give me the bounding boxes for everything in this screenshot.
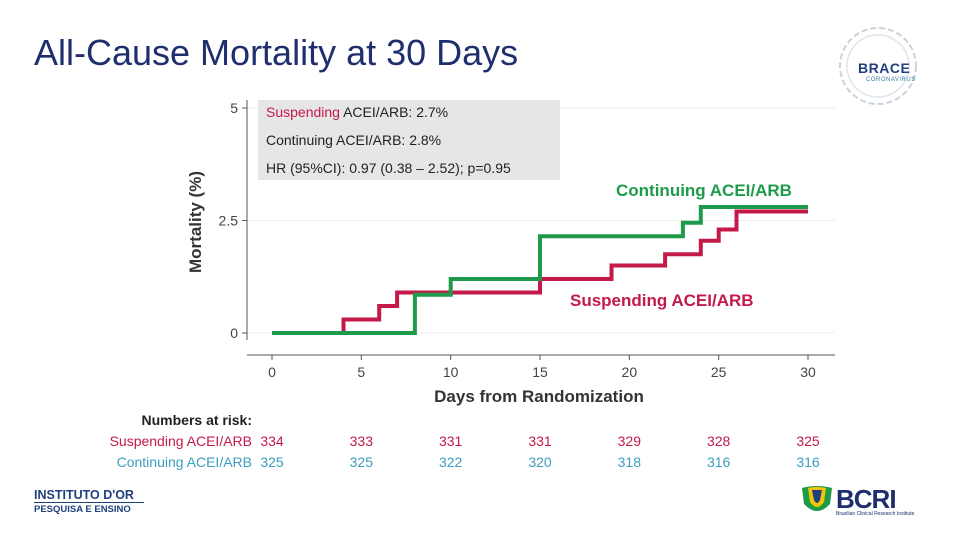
brace-subtitle: CORONAVIRUS	[866, 77, 916, 83]
risk-cell: 322	[439, 454, 463, 470]
x-tick-label: 20	[622, 364, 638, 380]
risk-cell: 316	[796, 454, 820, 470]
bcri-logo: BCRI Brazilian Clinical Research Institu…	[800, 484, 930, 520]
annotation-hr: HR (95%CI): 0.97 (0.38 – 2.52); p=0.95	[266, 160, 511, 176]
annotation-hr-value: 0.97 (0.38 – 2.52); p=0.95	[345, 160, 511, 176]
y-tick-label: 0	[230, 325, 238, 341]
annotation-hr-key: HR (95%CI):	[266, 160, 346, 176]
x-axis-label: Days from Randomization	[434, 387, 644, 406]
annotation-continuing-key: Continuing	[266, 132, 333, 148]
risk-cell: 331	[528, 433, 552, 449]
risk-cell: 325	[260, 454, 284, 470]
series-line-suspending	[272, 209, 808, 335]
series-line-continuing	[272, 205, 808, 335]
annotation-suspending-key: Suspending	[266, 104, 340, 120]
x-tick-label: 30	[800, 364, 816, 380]
risk-cell: 333	[350, 433, 374, 449]
x-tick-label: 0	[268, 364, 276, 380]
y-tick-label: 5	[230, 100, 238, 116]
annotation-suspending-rest: ACEI/ARB:	[339, 104, 417, 120]
curve-label-continuing: Continuing ACEI/ARB	[616, 181, 792, 200]
bcri-shield-icon	[802, 486, 832, 511]
risk-cell: 328	[707, 433, 731, 449]
instituto-dor-logo: INSTITUTO D'OR PESQUISA E ENSINO	[34, 488, 144, 515]
instituto-dor-name: INSTITUTO D'OR	[34, 488, 144, 503]
instituto-dor-tagline: PESQUISA E ENSINO	[34, 504, 131, 515]
annotation-continuing: Continuing ACEI/ARB: 2.8%	[266, 132, 441, 148]
risk-cell: 320	[528, 454, 552, 470]
risk-cell: 334	[260, 433, 284, 449]
risk-cell: 329	[618, 433, 642, 449]
annotation-continuing-value: 2.8%	[409, 132, 442, 148]
curve-label-suspending: Suspending ACEI/ARB	[570, 291, 754, 310]
risk-cell: 331	[439, 433, 463, 449]
brace-wordmark: BRACE	[858, 60, 911, 76]
x-tick-label: 25	[711, 364, 727, 380]
x-tick-label: 15	[532, 364, 548, 380]
risk-cell: 318	[618, 454, 642, 470]
risk-cell: 325	[796, 433, 820, 449]
risk-table: Numbers at risk: Suspending ACEI/ARB 334 33…	[110, 412, 820, 470]
annotation-suspending: Suspending ACEI/ARB: 2.7%	[266, 104, 448, 120]
bcri-subtitle: Brazilian Clinical Research Institute	[836, 511, 915, 517]
annotation-suspending-value: 2.7%	[416, 104, 449, 120]
chart-labels: Continuing ACEI/ARB Suspending ACEI/ARB	[570, 181, 792, 310]
gear-logo-icon	[839, 27, 917, 105]
hazard-ratio-annotation: Suspending ACEI/ARB: 2.7% Continuing ACE…	[258, 100, 560, 180]
slide-title: All-Cause Mortality at 30 Days	[34, 32, 519, 73]
chart-axes: 0 2.5 5 0 5 10 15 20 25 30 Days from Randomization…	[186, 100, 835, 406]
x-tick-label: 10	[443, 364, 459, 380]
chart-series	[272, 205, 808, 335]
risk-row-label: Suspending ACEI/ARB	[110, 433, 252, 449]
risk-cell: 316	[707, 454, 731, 470]
bcri-wordmark: BCRI	[836, 484, 897, 514]
risk-cell: 325	[350, 454, 374, 470]
y-tick-label: 2.5	[219, 213, 239, 229]
risk-row-label: Continuing ACEI/ARB	[117, 454, 252, 470]
y-axis-label: Mortality (%)	[186, 171, 205, 273]
x-tick-label: 5	[357, 364, 365, 380]
risk-table-title: Numbers at risk:	[142, 412, 252, 428]
annotation-continuing-rest: ACEI/ARB:	[332, 132, 410, 148]
